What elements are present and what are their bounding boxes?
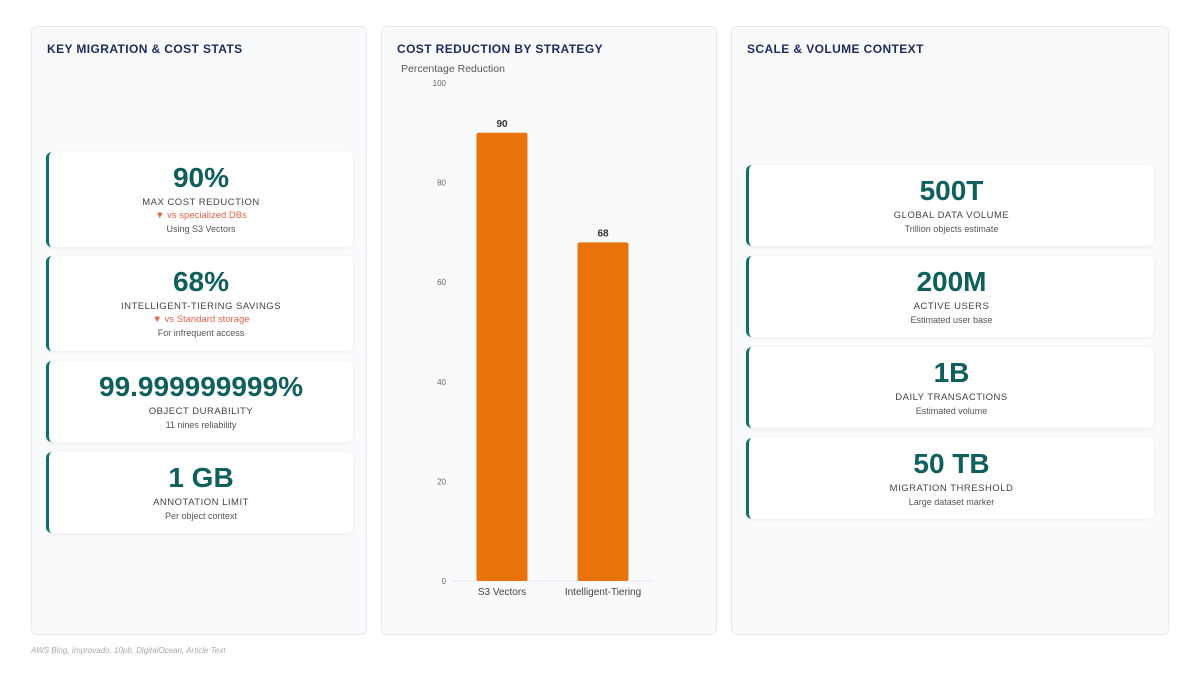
stat-value: 200M — [916, 266, 987, 297]
stat-note: Trillion objects estimate — [904, 224, 999, 234]
stat-label: INTELLIGENT-TIERING SAVINGS — [120, 301, 282, 312]
panel-title: KEY MIGRATION & COST STATS — [47, 42, 243, 56]
stat-label: MAX COST REDUCTION — [142, 197, 260, 208]
stat-note: Using S3 Vectors — [166, 224, 236, 234]
bar-chart: Percentage Reduction 0 20 40 60 80 100 90 S3 V… — [401, 63, 654, 598]
stat-label: ANNOTATION LIMIT — [153, 497, 249, 508]
stat-card-max-cost-reduction: 90% MAX COST REDUCTION ▼ vs specialized … — [46, 152, 353, 247]
stat-value: 68% — [172, 266, 230, 297]
stat-label: DAILY TRANSACTIONS — [895, 392, 1008, 403]
cost-reduction-chart-panel: COST REDUCTION BY STRATEGY Percentage Re… — [381, 26, 717, 635]
stat-value: 500T — [919, 175, 984, 206]
stat-card-intelligent-tiering: 68% INTELLIGENT-TIERING SAVINGS ▼ vs Sta… — [46, 256, 353, 351]
panel-title: SCALE & VOLUME CONTEXT — [747, 42, 924, 56]
stat-card-daily-transactions: 1B DAILY TRANSACTIONS Estimated volume — [746, 347, 1154, 428]
stat-card-migration-threshold: 50 TB MIGRATION THRESHOLD Large dataset … — [746, 438, 1154, 519]
stat-delta: ▼ vs Standard storage — [152, 314, 250, 325]
stat-card-object-durability: 99.999999999% OBJECT DURABILITY 11 nines… — [46, 361, 353, 442]
stat-value: 50 TB — [913, 448, 990, 479]
stat-note: Per object context — [164, 511, 238, 521]
y-tick-label: 80 — [437, 179, 446, 188]
stat-value: 90% — [172, 162, 230, 193]
x-category-label: Intelligent-Tiering — [565, 587, 641, 598]
scale-volume-panel: SCALE & VOLUME CONTEXT 500T GLOBAL DATA … — [731, 26, 1169, 635]
bar-data-label: 68 — [597, 228, 609, 239]
stat-label: MIGRATION THRESHOLD — [889, 483, 1014, 494]
stat-note: For infrequent access — [157, 328, 245, 338]
y-axis-title: Percentage Reduction — [401, 63, 505, 75]
stat-value: 1B — [933, 357, 970, 388]
stat-note: Large dataset marker — [908, 497, 995, 507]
stat-delta: ▼ vs specialized DBs — [155, 210, 247, 221]
bar-data-label: 90 — [496, 119, 508, 130]
stat-value: 1 GB — [168, 462, 234, 493]
stat-label: OBJECT DURABILITY — [148, 406, 254, 417]
y-tick-label: 20 — [437, 477, 446, 486]
stat-card-global-data-volume: 500T GLOBAL DATA VOLUME Trillion objects… — [746, 165, 1154, 246]
stat-card-active-users: 200M ACTIVE USERS Estimated user base — [746, 256, 1154, 337]
chart-title: COST REDUCTION BY STRATEGY — [397, 42, 603, 56]
stat-card-annotation-limit: 1 GB ANNOTATION LIMIT Per object context — [46, 452, 353, 533]
y-tick-label: 40 — [437, 378, 446, 387]
y-tick-label: 100 — [433, 79, 447, 88]
stat-label: ACTIVE USERS — [913, 301, 990, 312]
stat-value: 99.999999999% — [99, 371, 303, 402]
stat-note: Estimated volume — [915, 406, 988, 416]
bar — [577, 242, 629, 582]
y-tick-label: 60 — [437, 278, 446, 287]
source-footer: AWS Blog, Improvado, 10pb, DigitalOcean,… — [31, 646, 226, 655]
bar — [476, 132, 528, 582]
stat-note: 11 nines reliability — [165, 420, 237, 430]
stat-label: GLOBAL DATA VOLUME — [893, 210, 1010, 221]
x-category-label: S3 Vectors — [478, 587, 526, 598]
y-tick-label: 0 — [442, 577, 447, 586]
key-stats-panel: KEY MIGRATION & COST STATS 90% MAX COST … — [31, 26, 367, 635]
stat-note: Estimated user base — [910, 315, 993, 325]
